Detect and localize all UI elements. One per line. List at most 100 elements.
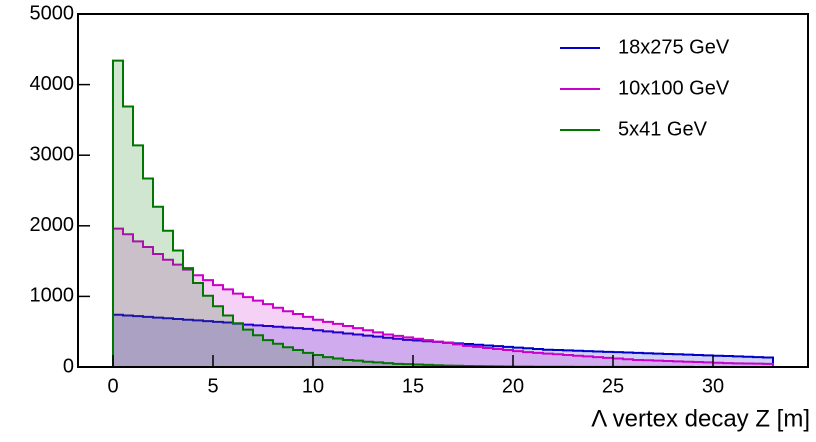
x-tick-label: 0 <box>107 375 118 397</box>
bar <box>343 326 353 367</box>
x-tick-label: 10 <box>302 375 324 397</box>
bar <box>323 331 333 367</box>
bar <box>543 353 553 367</box>
bar <box>603 357 613 367</box>
plot-frame <box>77 13 809 368</box>
bar <box>483 345 493 367</box>
bar <box>463 345 473 367</box>
bar <box>283 311 293 367</box>
bar <box>583 356 593 367</box>
bar <box>573 355 583 367</box>
bar <box>663 360 673 367</box>
bar <box>733 363 743 367</box>
bar <box>153 317 163 367</box>
bar <box>503 346 513 367</box>
bar <box>113 228 123 367</box>
bar <box>393 335 403 367</box>
bar <box>613 358 623 367</box>
bar <box>223 289 233 367</box>
bar <box>263 326 273 367</box>
bar <box>143 246 153 367</box>
bar <box>703 362 713 367</box>
bar <box>513 351 523 367</box>
bar <box>303 316 313 367</box>
bar <box>703 355 713 367</box>
bar <box>723 356 733 367</box>
bar <box>613 352 623 367</box>
bar <box>723 363 733 367</box>
bar <box>353 328 363 367</box>
bar <box>593 357 603 367</box>
bar <box>503 350 513 367</box>
legend-label: 5x41 GeV <box>618 118 708 140</box>
bar <box>153 206 163 367</box>
legend-label: 18x275 GeV <box>618 36 730 58</box>
bar <box>743 356 753 367</box>
bar <box>433 341 443 367</box>
bar <box>273 343 283 367</box>
bar <box>473 346 483 367</box>
bar <box>283 347 293 367</box>
bar <box>623 359 633 367</box>
bar <box>143 178 153 367</box>
bar <box>533 348 543 367</box>
bar <box>163 259 173 367</box>
bar <box>573 350 583 367</box>
bar <box>413 364 423 367</box>
series <box>112 59 773 368</box>
bar <box>513 347 523 367</box>
y-tick-label: 4000 <box>30 73 75 95</box>
bar <box>543 349 553 367</box>
bar <box>433 341 443 367</box>
x-tick-label: 25 <box>602 375 624 397</box>
bar <box>753 363 763 367</box>
bar <box>303 352 313 367</box>
bar <box>273 326 283 367</box>
bar <box>203 280 213 367</box>
bar <box>763 363 773 367</box>
bar <box>133 241 143 367</box>
y-tick-label: 2000 <box>30 214 75 236</box>
bar <box>203 321 213 367</box>
bar <box>363 335 373 367</box>
bar <box>173 264 183 367</box>
bar <box>413 338 423 367</box>
bar <box>113 314 123 367</box>
bar <box>423 341 433 367</box>
bar <box>333 332 343 367</box>
legend: 18x275 GeV 10x100 GeV 5x41 GeV <box>560 36 730 140</box>
bar <box>743 363 753 367</box>
bar <box>303 328 313 367</box>
legend-label: 10x100 GeV <box>618 77 730 99</box>
bar <box>383 337 393 367</box>
bar <box>133 316 143 367</box>
bar <box>183 269 193 367</box>
series <box>112 227 774 367</box>
bar <box>193 282 203 367</box>
bar <box>683 361 693 367</box>
bar <box>123 315 133 367</box>
bar <box>363 330 373 367</box>
bar <box>323 357 333 367</box>
bar <box>353 334 363 367</box>
bar <box>233 323 243 367</box>
bar <box>523 352 533 367</box>
bar <box>483 347 493 367</box>
bar <box>603 351 613 367</box>
x-tick-label: 30 <box>702 375 724 397</box>
bar <box>223 315 233 367</box>
x-tick-label: 5 <box>207 375 218 397</box>
bar <box>403 337 413 367</box>
bar <box>343 333 353 367</box>
bar <box>753 357 763 367</box>
bar <box>713 355 723 367</box>
bar <box>443 342 453 367</box>
bar <box>333 323 343 367</box>
bar <box>493 346 503 367</box>
bar <box>243 297 253 367</box>
bar <box>763 357 773 367</box>
bar <box>263 304 273 367</box>
bar <box>693 362 703 367</box>
y-tick-label: 5000 <box>30 2 75 24</box>
